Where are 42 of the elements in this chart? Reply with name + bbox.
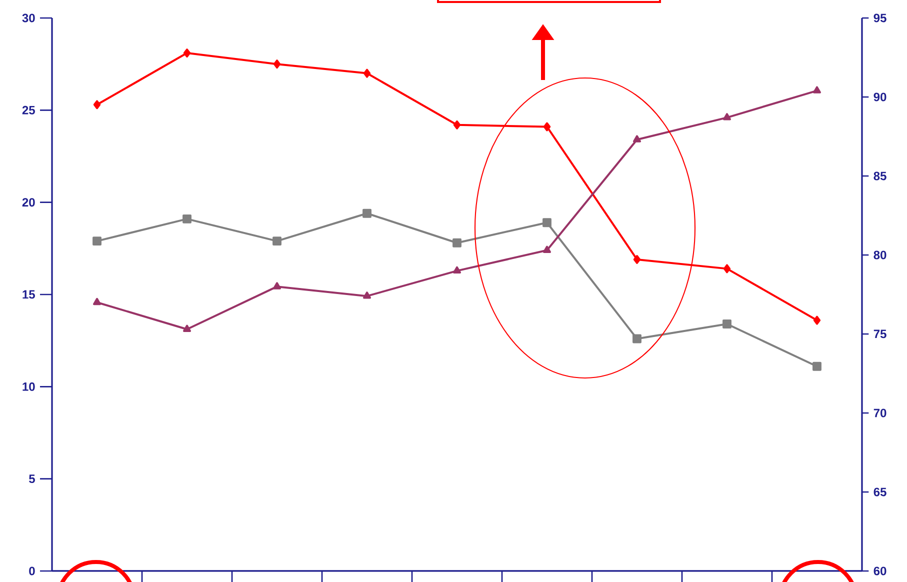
point [632, 334, 642, 344]
point [182, 214, 192, 224]
point [633, 255, 641, 264]
y2-tick-label: 65 [874, 488, 886, 496]
y-tick-label: 5 [29, 474, 35, 484]
y2-tick-label: 60 [874, 566, 886, 576]
point [93, 100, 101, 110]
point [452, 266, 461, 274]
y2-tick-label: 70 [874, 408, 886, 418]
y-tick-label: 0 [29, 566, 35, 576]
point [542, 218, 552, 228]
point [542, 246, 551, 253]
point [812, 86, 821, 94]
point [722, 320, 732, 328]
y2-tick-label: 75 [874, 330, 886, 338]
point [632, 135, 641, 142]
point [273, 60, 281, 69]
point [813, 316, 821, 325]
y2-tick-label: 85 [874, 172, 886, 180]
point [273, 282, 282, 290]
y2-tick-label: 95 [874, 14, 886, 22]
point [722, 113, 731, 120]
y-tick-label: 15 [22, 290, 35, 299]
y-tick-label: 10 [22, 382, 35, 391]
point [362, 292, 372, 299]
y-tick-label: 25 [22, 106, 35, 114]
point [183, 48, 191, 58]
point [272, 236, 282, 246]
y-tick-label: 20 [22, 198, 35, 207]
point [812, 362, 822, 371]
point [723, 264, 731, 274]
y-tick-label: 30 [22, 14, 35, 22]
point [92, 236, 102, 246]
y2-tick-label: 80 [874, 250, 886, 260]
point [183, 324, 192, 332]
y2-tick-label: 90 [874, 92, 886, 102]
point [362, 208, 372, 218]
point [363, 68, 371, 78]
point [543, 122, 551, 132]
point [93, 298, 102, 306]
point [453, 120, 461, 130]
point [452, 238, 462, 248]
